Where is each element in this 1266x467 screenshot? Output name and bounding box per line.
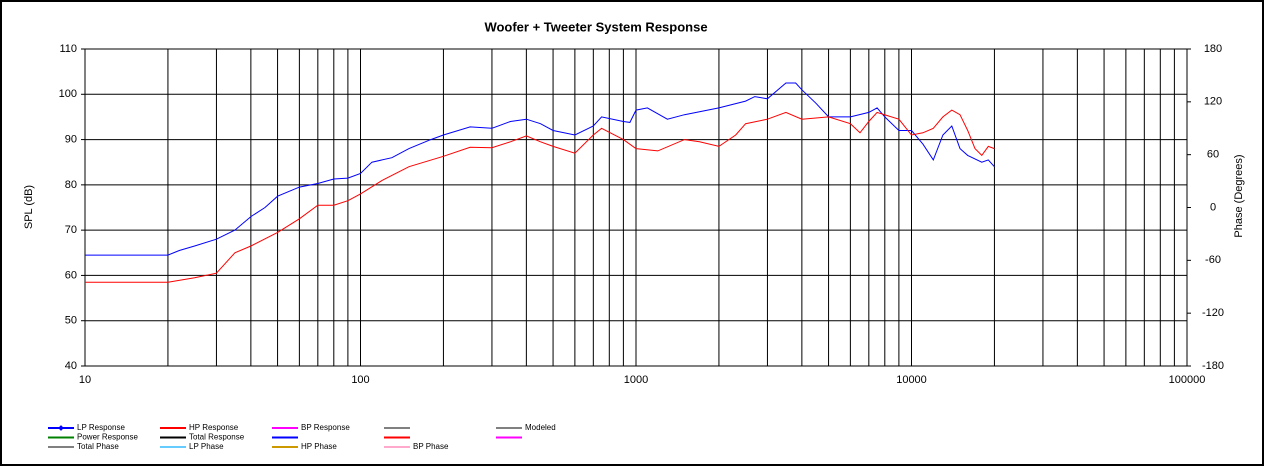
x-tick-label: 1000 bbox=[624, 374, 648, 386]
y-tick-label: 60 bbox=[65, 269, 77, 281]
legend-label: HP Response bbox=[189, 423, 239, 432]
x-tick-label: 10000 bbox=[896, 374, 927, 386]
x-tick-label: 100 bbox=[351, 374, 369, 386]
legend-label: HP Phase bbox=[301, 442, 337, 451]
legend-label: Total Response bbox=[189, 433, 245, 442]
y2-tick-label: -120 bbox=[1202, 307, 1224, 319]
series-line bbox=[85, 109, 995, 283]
y2-tick-label: -180 bbox=[1202, 360, 1224, 372]
y-tick-label: 40 bbox=[65, 360, 77, 372]
legend-label: BP Phase bbox=[413, 442, 449, 451]
y2-tick-label: 180 bbox=[1204, 43, 1222, 55]
x-tick-label: 100000 bbox=[1169, 374, 1206, 386]
y-tick-label: 90 bbox=[65, 133, 77, 145]
legend-label: Total Phase bbox=[77, 442, 119, 451]
legend-label: Modeled bbox=[525, 423, 556, 432]
y-tick-label: 100 bbox=[59, 88, 77, 100]
y2-tick-label: 0 bbox=[1210, 201, 1216, 213]
y-tick-label: 80 bbox=[65, 179, 77, 191]
series-line bbox=[85, 82, 995, 256]
y-tick-label: 50 bbox=[65, 315, 77, 327]
y-tick-label: 70 bbox=[65, 224, 77, 236]
x-tick-label: 10 bbox=[79, 374, 91, 386]
y-tick-label: 110 bbox=[59, 43, 77, 55]
legend-label: BP Response bbox=[301, 423, 350, 432]
legend-label: LP Response bbox=[77, 423, 125, 432]
y2-tick-label: -60 bbox=[1205, 254, 1221, 266]
legend-label: Power Response bbox=[77, 433, 138, 442]
chart-title: Woofer + Tweeter System Response bbox=[484, 19, 707, 34]
y2-tick-label: 60 bbox=[1207, 149, 1219, 161]
y2-axis-label: Phase (Degrees) bbox=[1233, 154, 1245, 237]
legend-label: LP Phase bbox=[189, 442, 224, 451]
y-axis-label: SPL (dB) bbox=[23, 185, 35, 229]
y2-tick-label: 120 bbox=[1204, 96, 1222, 108]
